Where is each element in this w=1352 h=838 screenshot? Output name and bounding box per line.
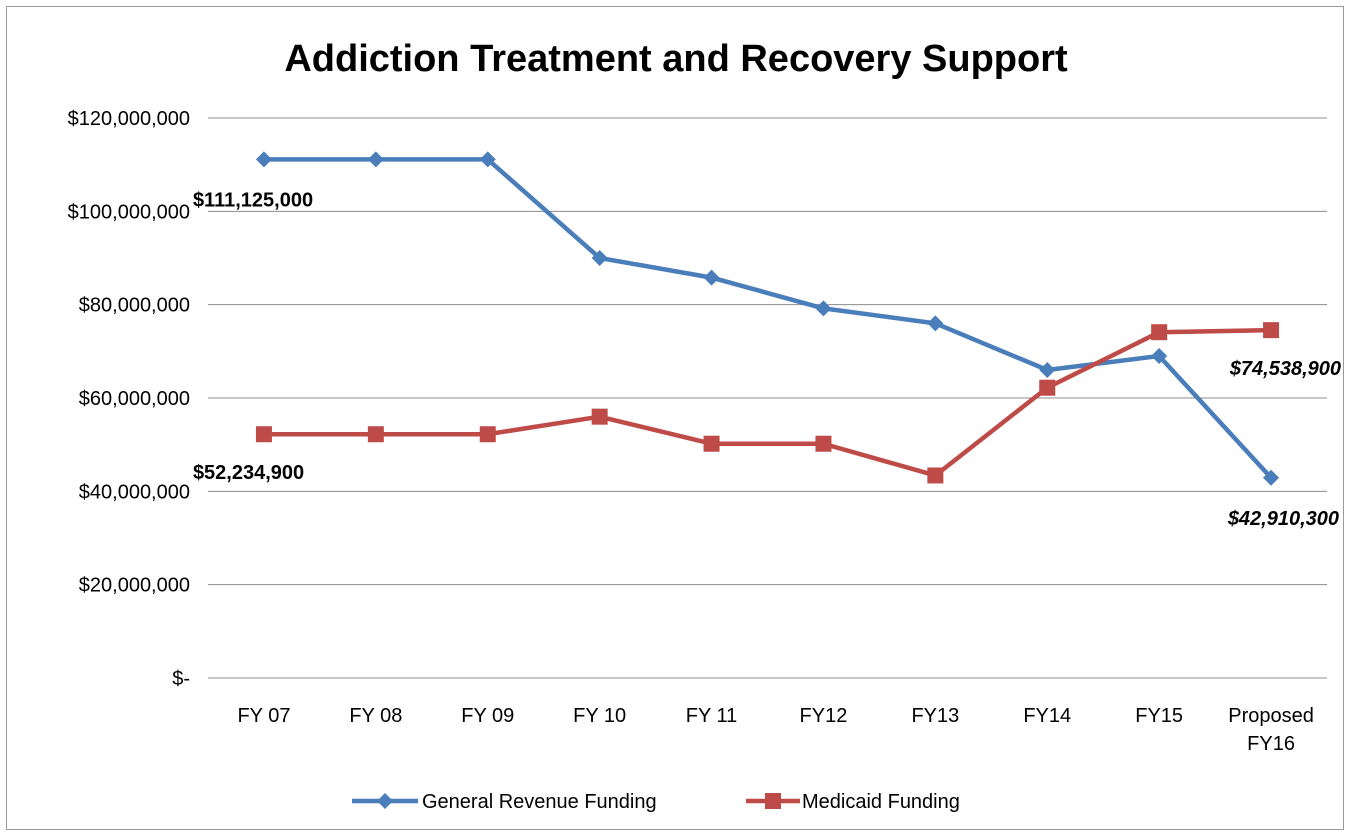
data-label: $74,538,900 bbox=[1229, 358, 1341, 380]
series-general-revenue bbox=[255, 151, 1280, 486]
data-label: $52,234,900 bbox=[193, 462, 304, 484]
data-point-square bbox=[367, 426, 384, 443]
x-tick-label: FY 09 bbox=[461, 705, 514, 727]
data-point-diamond bbox=[255, 151, 272, 168]
series-medicaid bbox=[255, 322, 1280, 484]
x-tick-label: FY 11 bbox=[686, 705, 738, 727]
data-point-diamond bbox=[1039, 362, 1056, 378]
y-axis-tick-labels: $- $20,000,000 $40,000,000 $60,000,000 $80,0… bbox=[68, 108, 190, 690]
x-tick-label-line: Proposed bbox=[1228, 705, 1314, 727]
series-line bbox=[263, 157, 1273, 480]
legend-item: Medicaid Funding bbox=[746, 791, 960, 813]
y-tick-label: $20,000,000 bbox=[79, 575, 190, 597]
data-point-square bbox=[255, 426, 272, 443]
gridlines bbox=[208, 117, 1327, 679]
legend-item: General Revenue Funding bbox=[352, 791, 657, 813]
data-point-diamond bbox=[1151, 348, 1168, 364]
data-point-diamond bbox=[703, 269, 720, 286]
legend: General Revenue Funding Medicaid Funding bbox=[352, 791, 960, 813]
legend-marker-diamond bbox=[377, 793, 393, 809]
data-point-diamond bbox=[1263, 469, 1280, 486]
x-tick-label: Proposed FY16 bbox=[1228, 705, 1314, 755]
data-point-square bbox=[1039, 379, 1056, 396]
data-label: $111,125,000 bbox=[193, 189, 313, 211]
x-tick-label-line: FY 07 bbox=[237, 705, 290, 727]
data-label: $42,910,300 bbox=[1227, 508, 1339, 530]
x-tick-label: FY15 bbox=[1135, 705, 1183, 727]
data-point-square bbox=[927, 467, 944, 484]
data-point-square bbox=[1263, 322, 1280, 339]
data-point-square bbox=[703, 435, 720, 452]
x-tick-label-line: FY13 bbox=[911, 705, 959, 727]
x-tick-label: FY14 bbox=[1023, 705, 1071, 727]
data-labels: $111,125,000 $52,234,900 $74,538,900 $42,91… bbox=[193, 189, 1341, 529]
x-tick-label-line: FY16 bbox=[1247, 733, 1295, 755]
x-tick-label-line: FY12 bbox=[800, 705, 848, 727]
x-tick-label: FY13 bbox=[911, 705, 959, 727]
x-tick-label: FY12 bbox=[800, 705, 848, 727]
y-tick-label: $120,000,000 bbox=[68, 108, 190, 130]
data-point-square bbox=[1151, 324, 1168, 341]
series-layer bbox=[255, 151, 1280, 486]
x-tick-label: FY 07 bbox=[237, 705, 290, 727]
y-tick-label: $- bbox=[172, 668, 190, 690]
data-point-diamond bbox=[591, 250, 608, 266]
y-tick-label: $40,000,000 bbox=[79, 481, 190, 503]
x-tick-label-line: FY 10 bbox=[573, 705, 626, 727]
y-tick-label: $100,000,000 bbox=[68, 201, 190, 223]
data-point-diamond bbox=[927, 315, 944, 332]
legend-label: Medicaid Funding bbox=[802, 791, 960, 813]
series-line bbox=[263, 327, 1272, 478]
x-tick-label-line: FY 11 bbox=[686, 705, 738, 727]
x-tick-label: FY 10 bbox=[573, 705, 626, 727]
x-axis-tick-labels: FY 07 FY 08 FY 09 FY 10 FY 11 FY12 FY13 FY14 FY1… bbox=[237, 705, 1313, 755]
data-point-square bbox=[591, 408, 608, 425]
data-point-diamond bbox=[815, 300, 832, 317]
y-tick-label: $60,000,000 bbox=[79, 388, 190, 410]
x-tick-label: FY 08 bbox=[349, 705, 402, 727]
data-point-square bbox=[479, 426, 496, 443]
data-point-diamond bbox=[367, 151, 384, 168]
data-point-square bbox=[815, 435, 832, 452]
x-tick-label-line: FY14 bbox=[1023, 705, 1071, 727]
legend-label: General Revenue Funding bbox=[422, 791, 657, 813]
chart-title: Addiction Treatment and Recovery Support bbox=[284, 38, 1068, 80]
x-tick-label-line: FY 08 bbox=[349, 705, 402, 727]
y-tick-label: $80,000,000 bbox=[79, 295, 190, 317]
legend-marker-square bbox=[765, 793, 781, 809]
data-point-diamond bbox=[479, 151, 496, 168]
x-tick-label-line: FY 09 bbox=[461, 705, 514, 727]
x-tick-label-line: FY15 bbox=[1135, 705, 1183, 727]
chart-frame bbox=[6, 6, 1344, 830]
